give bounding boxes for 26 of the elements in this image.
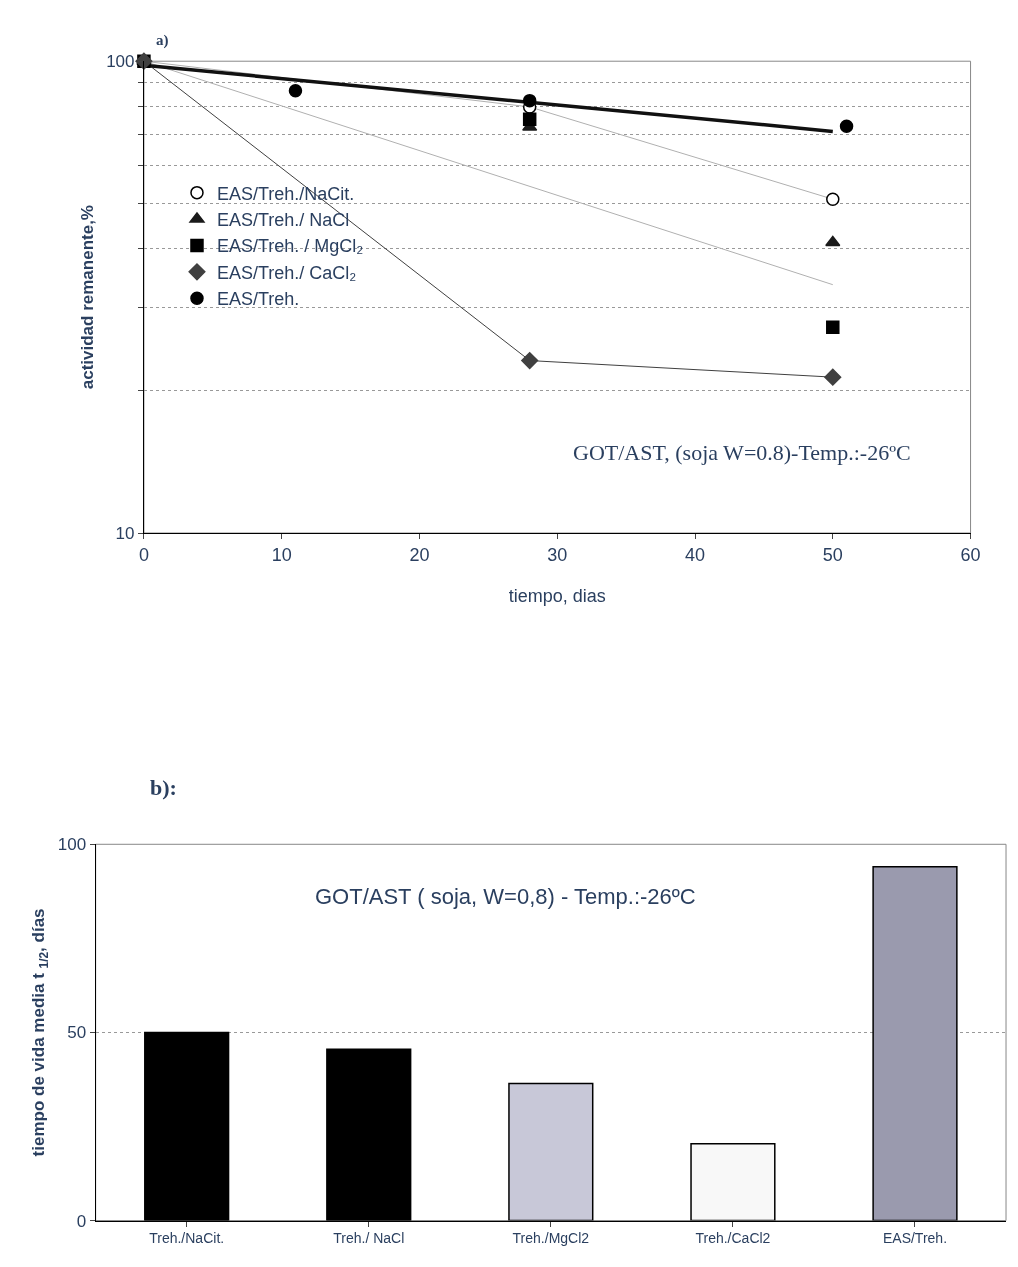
x-axis-title: tiempo, dias	[508, 585, 606, 606]
x-tick-label: Treh./NaCit.	[149, 1230, 225, 1247]
y-tick-label: 0	[76, 1211, 87, 1231]
x-tick-label: 40	[685, 544, 706, 565]
y-tick-label: 100	[106, 52, 135, 72]
x-tick-label: Treh./MgCl2	[512, 1230, 590, 1247]
annotation: GOT/AST ( soja, W=0,8) - Temp.:-26ºC	[315, 884, 696, 909]
legend-label: EAS/Treh./ NaCl	[216, 210, 350, 231]
x-tick-label: EAS/Treh.	[882, 1230, 948, 1247]
annotation: GOT/AST, (soja W=0.8)-Temp.:-26ºC	[573, 440, 911, 465]
legend-label: EAS/Treh. / MgCl₂	[216, 236, 364, 257]
legend-label: EAS/Treh./ CaCl₂	[216, 262, 357, 283]
x-tick-label: 20	[409, 544, 430, 565]
y-axis-title: actividad remanente,%	[77, 204, 97, 390]
x-tick-label: 50	[822, 544, 843, 565]
x-tick-label: 10	[271, 544, 292, 565]
x-tick-label: Treh./CaCl2	[695, 1230, 771, 1247]
x-tick-label: Treh./ NaCl	[333, 1230, 405, 1247]
legend-label: EAS/Treh.	[216, 289, 300, 310]
x-tick-label: 60	[960, 544, 981, 565]
chart-title: a)	[156, 32, 169, 49]
y-tick-label: 50	[67, 1023, 87, 1043]
x-tick-label: 30	[547, 544, 568, 565]
x-tick-label: 0	[138, 544, 149, 565]
y-tick-label: 100	[57, 835, 87, 855]
chart-title: b):	[150, 775, 177, 800]
